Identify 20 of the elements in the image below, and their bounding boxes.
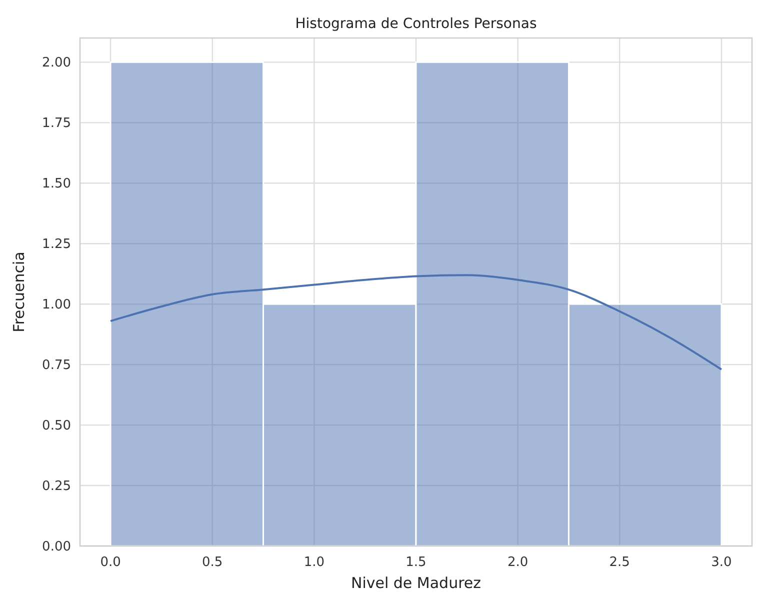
x-tick-label: 2.0 — [507, 555, 528, 570]
y-tick-label: 0.50 — [42, 418, 71, 434]
y-tick-label: 0.25 — [42, 479, 71, 494]
x-axis-title: Nivel de Madurez — [350, 574, 482, 592]
x-tick-label: 0.5 — [202, 555, 223, 570]
y-tick-label: 1.75 — [42, 116, 71, 132]
y-tick-label: 1.00 — [42, 298, 71, 313]
x-tick-label: 0.0 — [100, 555, 121, 570]
y-axis-title: Frecuencia — [10, 252, 28, 332]
y-tick-label: 1.50 — [42, 176, 71, 192]
chart-title: Histograma de Controles Personas — [295, 16, 537, 32]
y-tick-label: 2.00 — [42, 56, 71, 71]
y-tick-label: 0.75 — [42, 358, 71, 374]
x-tick-label: 3.0 — [711, 555, 732, 570]
y-tick-label: 1.25 — [42, 237, 71, 252]
x-tick-label: 1.5 — [406, 555, 426, 570]
line-series — [110, 274, 722, 370]
x-tick-label: 2.5 — [609, 555, 630, 570]
y-tick-label: 0.00 — [42, 540, 71, 555]
x-tick-label: 1.0 — [304, 555, 325, 570]
